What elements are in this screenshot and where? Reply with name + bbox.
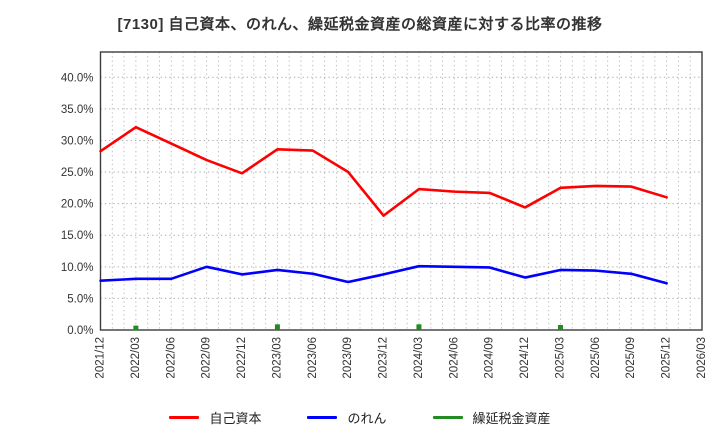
legend-label-equity: 自己資本 bbox=[209, 410, 262, 426]
legend-label-deferred-tax: 繰延税金資産 bbox=[472, 410, 551, 426]
data-point-繰延税金資産 bbox=[416, 324, 422, 330]
data-point-繰延税金資産 bbox=[133, 325, 139, 331]
y-axis-tick-label: 15.0% bbox=[61, 230, 94, 242]
y-axis-tick-label: 40.0% bbox=[61, 72, 94, 84]
legend-item-deferred-tax: 繰延税金資産 bbox=[432, 408, 551, 427]
x-axis-tick-label: 2024/12 bbox=[519, 337, 531, 379]
x-axis-tick-label: 2025/06 bbox=[590, 337, 602, 379]
x-axis-tick-label: 2024/03 bbox=[413, 337, 425, 379]
plot-border bbox=[99, 51, 703, 331]
legend-item-goodwill: のれん bbox=[307, 408, 387, 427]
y-axis-tick-label: 20.0% bbox=[61, 199, 94, 211]
y-axis-tick-label: 10.0% bbox=[61, 262, 94, 274]
y-axis-tick-label: 25.0% bbox=[61, 167, 94, 179]
x-axis-tick-label: 2022/12 bbox=[236, 337, 248, 379]
data-line-のれん bbox=[99, 264, 668, 285]
x-axis-tick-label: 2023/06 bbox=[307, 337, 319, 379]
x-axis-tick-label: 2022/03 bbox=[130, 337, 142, 379]
x-axis-tick-label: 2025/03 bbox=[554, 337, 566, 379]
chart-title: [7130] 自己資本、のれん、繰延税金資産の総資産に対する比率の推移 bbox=[117, 16, 603, 33]
x-axis-tick-label: 2021/12 bbox=[95, 337, 107, 379]
x-axis-tick-label: 2026/03 bbox=[696, 337, 708, 379]
y-axis-tick-label: 5.0% bbox=[67, 293, 93, 305]
data-line-自己資本 bbox=[99, 125, 668, 217]
x-axis-tick-label: 2024/09 bbox=[484, 337, 496, 379]
y-axis-tick-label: 30.0% bbox=[61, 135, 94, 147]
y-axis-tick-label: 0.0% bbox=[67, 325, 93, 337]
x-axis-tick-label: 2023/12 bbox=[378, 337, 390, 379]
deferred-tax-line-swatch bbox=[432, 415, 463, 419]
goodwill-line-swatch bbox=[307, 415, 338, 419]
x-axis-tick-label: 2025/09 bbox=[625, 337, 637, 379]
legend-item-equity: 自己資本 bbox=[169, 408, 261, 427]
data-point-繰延税金資産 bbox=[557, 324, 563, 330]
equity-line-swatch bbox=[169, 415, 200, 419]
x-axis-tick-label: 2024/06 bbox=[448, 337, 460, 379]
y-axis-tick-label: 35.0% bbox=[61, 104, 94, 116]
x-axis-tick-label: 2023/09 bbox=[342, 337, 354, 379]
x-axis-tick-label: 2025/12 bbox=[661, 337, 673, 379]
x-axis-tick-label: 2023/03 bbox=[271, 337, 283, 379]
legend-label-goodwill: のれん bbox=[347, 410, 387, 426]
data-point-繰延税金資産 bbox=[274, 324, 280, 330]
chart-legend: 自己資本 のれん 繰延税金資産 bbox=[0, 403, 720, 431]
x-axis-tick-label: 2022/06 bbox=[165, 337, 177, 379]
x-axis-tick-label: 2022/09 bbox=[201, 337, 213, 379]
